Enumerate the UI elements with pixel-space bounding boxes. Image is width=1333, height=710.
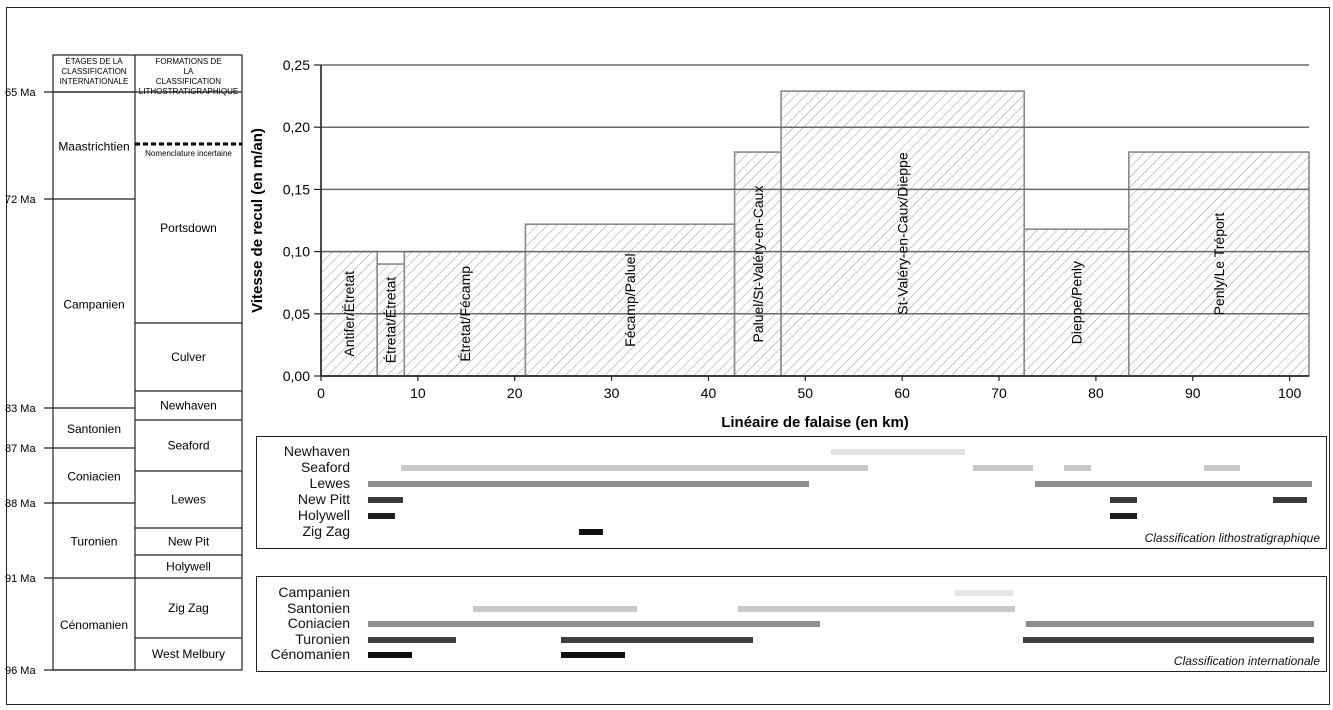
inter-panel: Classification internationale Campanien S… (256, 576, 1327, 672)
legend-range-bar (830, 449, 966, 455)
x-axis-title: Linéaire de falaise (en km) (721, 414, 909, 431)
y-tick-label: 0,05 (283, 306, 310, 322)
segment-label: St-Valéry-en-Caux/Dieppe (895, 152, 911, 315)
x-tick-label: 40 (701, 385, 717, 401)
x-tick-label: 0 (317, 385, 325, 401)
bar-segment (780, 90, 1026, 377)
x-tick-label: 100 (1278, 385, 1302, 401)
legend-range-bar (367, 652, 413, 658)
table-border (52, 54, 243, 671)
formation-label: Newhaven (160, 399, 217, 413)
bar-segment (1023, 228, 1130, 377)
age-label: 88 Ma (5, 498, 36, 510)
legend-range-bar (1110, 497, 1137, 503)
segment-label: Penly/Le Tréport (1211, 213, 1227, 316)
legend-row-label: Seaford (300, 459, 350, 475)
legend-range-bar (1110, 513, 1137, 519)
litho-panel-title: Classification lithostratigraphique (1144, 531, 1320, 545)
legend-row-label: New Pitt (297, 491, 350, 507)
legend-row-label: Lewes (309, 475, 350, 491)
header-formations: FORMATIONS DE LA CLASSIFICATION LITHOSTRATI… (139, 57, 238, 96)
y-tick-label: 0,20 (283, 119, 310, 135)
legend-range-bar (367, 481, 810, 487)
legend-range-bar (578, 529, 603, 535)
stage-label: Cénomanien (60, 618, 128, 632)
legend-range-bar (737, 605, 1015, 612)
legend-row-label: Turonien (295, 630, 350, 647)
legend-range-bar (1026, 621, 1314, 627)
stage-label: Coniacien (67, 470, 120, 484)
legend-row-label: Cénomanien (270, 646, 350, 662)
legend-range-bar (1034, 481, 1312, 487)
formation-label: Zig Zag (168, 601, 209, 615)
segment-label: Étretat/Fécamp (457, 266, 473, 362)
formation-label: Portsdown (160, 221, 217, 235)
inter-panel-title: Classification internationale (1173, 654, 1320, 668)
legend-range-bar (1273, 497, 1308, 503)
formation-label: New Pit (168, 535, 210, 549)
legend-range-bar (401, 465, 869, 471)
formation-label: Holywell (166, 560, 211, 574)
litho-panel: Classification lithostratigraphique Newh… (256, 436, 1327, 549)
stage-label: Maastrichtien (58, 140, 129, 154)
legend-range-bar (561, 636, 754, 643)
formation-label: Seaford (167, 439, 209, 453)
age-label: 96 Ma (5, 665, 36, 677)
y-axis-title: Vitesse de recul (en m/an) (249, 128, 266, 313)
stage-label: Turonien (71, 535, 118, 549)
legend-range-bar (1204, 465, 1241, 471)
legend-row-label: Santonien (286, 599, 350, 616)
age-label: 72 Ma (5, 194, 36, 206)
stage-label: Santonien (67, 422, 121, 436)
legend-range-bar (367, 636, 456, 643)
legend-range-bar (367, 621, 820, 627)
legend-range-bar (955, 590, 1013, 596)
formation-label: Lewes (171, 493, 206, 507)
legend-range-bar (972, 465, 1033, 471)
segment-label: Fécamp/Paluel (622, 253, 638, 346)
x-tick-label: 50 (798, 385, 814, 401)
x-tick-label: 10 (410, 385, 426, 401)
legend-row-label: Campanien (278, 584, 350, 600)
y-tick-label: 0,00 (283, 368, 310, 384)
legend-range-bar (473, 605, 637, 612)
legend-row-label: Holywell (297, 507, 350, 523)
legend-row-label: Zig Zag (302, 523, 350, 539)
age-label: 65 Ma (5, 87, 36, 99)
y-tick-label: 0,25 (283, 57, 310, 73)
formation-label: Culver (171, 350, 206, 364)
segment-label: Dieppe/Penly (1069, 261, 1085, 344)
x-tick-label: 60 (894, 385, 910, 401)
legend-range-bar (367, 497, 404, 503)
legend-row-label: Newhaven (283, 443, 350, 459)
x-tick-label: 30 (604, 385, 620, 401)
legend-range-bar (367, 513, 395, 519)
legend-range-bar (1023, 636, 1314, 643)
x-tick-label: 80 (1088, 385, 1104, 401)
legend-range-bar (561, 652, 626, 658)
x-tick-label: 90 (1185, 385, 1201, 401)
stage-label: Campanien (63, 298, 124, 312)
formation-label: Nomenclature incertaine (145, 149, 232, 158)
legend-row-label: Coniacien (287, 615, 350, 631)
segment-label: Paluel/St-Valéry-en-Caux (750, 186, 766, 343)
y-tick-label: 0,10 (283, 244, 310, 260)
legend-range-bar (1063, 465, 1092, 471)
age-label: 91 Ma (5, 573, 36, 585)
header-etages: ÉTAGES DE LA CLASSIFICATION INTERNATIONALE (60, 57, 129, 86)
x-tick-label: 20 (507, 385, 523, 401)
segment-label: Antifer/Étretat (341, 271, 357, 357)
age-label: 83 Ma (5, 403, 36, 415)
formation-label: West Melbury (152, 647, 225, 661)
x-tick-label: 70 (991, 385, 1007, 401)
segment-label: Étretat/Étretat (383, 277, 399, 363)
figure-frame (6, 7, 1330, 705)
age-label: 87 Ma (5, 443, 36, 455)
y-tick-label: 0,15 (283, 181, 310, 197)
